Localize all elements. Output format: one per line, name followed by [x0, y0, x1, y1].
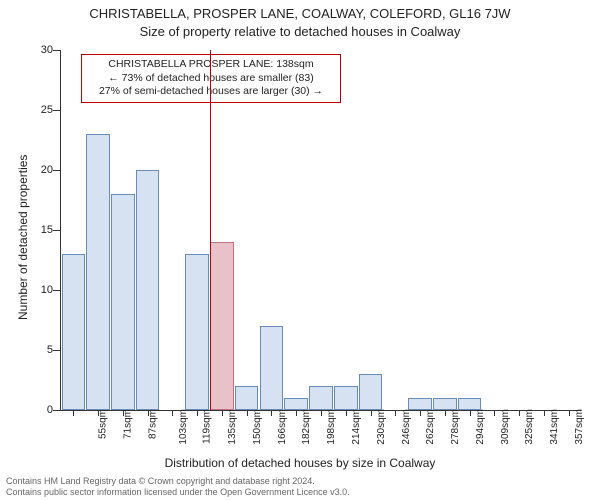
- histogram-bar: [309, 386, 333, 410]
- x-tick: [197, 410, 198, 416]
- y-tick: [53, 350, 61, 351]
- x-axis-title: Distribution of detached houses by size …: [0, 456, 600, 470]
- annotation-line-3: 27% of semi-detached houses are larger (…: [88, 85, 334, 99]
- x-tick: [494, 410, 495, 416]
- x-tick: [98, 410, 99, 416]
- histogram-bar: [334, 386, 358, 410]
- histogram-bar: [408, 398, 432, 410]
- y-tick-label: 15: [13, 224, 53, 236]
- x-tick-label: 71sqm: [123, 409, 134, 439]
- histogram-bar: [433, 398, 457, 410]
- x-tick-label: 150sqm: [252, 409, 263, 445]
- histogram-bar: [210, 242, 234, 410]
- annotation-box: CHRISTABELLA PROSPER LANE: 138sqm ← 73% …: [81, 54, 341, 103]
- x-tick: [346, 410, 347, 416]
- y-tick-label: 25: [13, 104, 53, 116]
- x-tick-label: 119sqm: [202, 409, 213, 444]
- x-tick: [247, 410, 248, 416]
- x-tick: [569, 410, 570, 416]
- y-tick: [53, 290, 61, 291]
- y-tick-label: 10: [13, 284, 53, 296]
- x-tick-label: 246sqm: [401, 409, 412, 445]
- y-tick: [53, 410, 61, 411]
- x-tick-label: 309sqm: [500, 409, 511, 445]
- chart-container: CHRISTABELLA, PROSPER LANE, COALWAY, COL…: [0, 0, 600, 500]
- chart-title-address: CHRISTABELLA, PROSPER LANE, COALWAY, COL…: [0, 6, 600, 21]
- histogram-bar: [359, 374, 383, 410]
- x-tick-label: 230sqm: [376, 409, 387, 445]
- plot-area: CHRISTABELLA PROSPER LANE: 138sqm ← 73% …: [60, 50, 581, 411]
- histogram-bar: [458, 398, 482, 410]
- x-tick-label: 278sqm: [450, 409, 461, 445]
- x-tick-label: 357sqm: [574, 409, 585, 445]
- x-tick-label: 135sqm: [227, 409, 238, 445]
- x-tick: [271, 410, 272, 416]
- x-tick: [470, 410, 471, 416]
- histogram-bar: [86, 134, 110, 410]
- y-tick-label: 0: [13, 404, 53, 416]
- x-tick: [371, 410, 372, 416]
- x-tick-label: 214sqm: [351, 409, 362, 445]
- y-tick-label: 30: [13, 44, 53, 56]
- annotation-line-1: CHRISTABELLA PROSPER LANE: 138sqm: [88, 58, 334, 72]
- x-tick-label: 325sqm: [524, 409, 535, 445]
- footer-line-2: Contains public sector information licen…: [6, 487, 350, 498]
- x-tick-label: 198sqm: [326, 409, 337, 445]
- annotation-line-2: ← 73% of detached houses are smaller (83…: [88, 72, 334, 86]
- x-tick-label: 262sqm: [425, 409, 436, 445]
- x-tick: [519, 410, 520, 416]
- y-tick-label: 5: [13, 344, 53, 356]
- histogram-bar: [111, 194, 135, 410]
- x-tick: [445, 410, 446, 416]
- chart-title-subtitle: Size of property relative to detached ho…: [0, 24, 600, 39]
- footer-line-1: Contains HM Land Registry data © Crown c…: [6, 476, 350, 487]
- histogram-bar: [136, 170, 160, 410]
- y-tick: [53, 50, 61, 51]
- x-tick: [395, 410, 396, 416]
- x-tick: [148, 410, 149, 416]
- x-tick-label: 55sqm: [98, 409, 109, 439]
- y-tick-label: 20: [13, 164, 53, 176]
- x-tick: [420, 410, 421, 416]
- y-tick: [53, 230, 61, 231]
- x-tick: [172, 410, 173, 416]
- histogram-bar: [235, 386, 259, 410]
- y-tick: [53, 110, 61, 111]
- histogram-bar: [62, 254, 86, 410]
- histogram-bar: [185, 254, 209, 410]
- x-tick: [296, 410, 297, 416]
- x-tick-label: 294sqm: [475, 409, 486, 445]
- footer-text: Contains HM Land Registry data © Crown c…: [6, 476, 350, 498]
- x-tick-label: 166sqm: [277, 409, 288, 445]
- histogram-bar: [284, 398, 308, 410]
- y-tick: [53, 170, 61, 171]
- histogram-bar: [260, 326, 284, 410]
- x-tick: [73, 410, 74, 416]
- x-tick-label: 87sqm: [147, 409, 158, 439]
- x-tick: [123, 410, 124, 416]
- x-tick: [222, 410, 223, 416]
- reference-line: [210, 50, 211, 410]
- x-tick-label: 103sqm: [178, 409, 189, 445]
- x-tick: [321, 410, 322, 416]
- x-tick-label: 182sqm: [302, 409, 313, 445]
- x-tick: [544, 410, 545, 416]
- x-tick-label: 341sqm: [549, 409, 560, 445]
